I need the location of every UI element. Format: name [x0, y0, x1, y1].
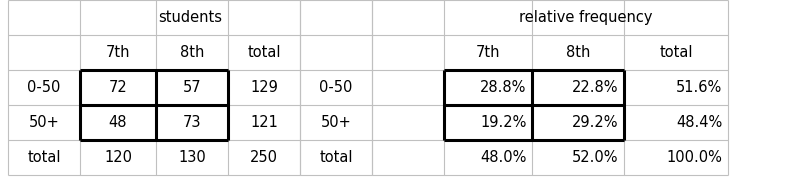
Text: 22.8%: 22.8%	[572, 80, 618, 95]
Text: 0-50: 0-50	[27, 80, 61, 95]
Text: total: total	[659, 45, 693, 60]
Text: 73: 73	[182, 115, 202, 130]
Text: total: total	[319, 150, 353, 165]
Text: 8th: 8th	[566, 45, 590, 60]
Text: 48: 48	[109, 115, 127, 130]
Text: 50+: 50+	[29, 115, 59, 130]
Text: 57: 57	[182, 80, 202, 95]
Text: 50+: 50+	[321, 115, 351, 130]
Text: 130: 130	[178, 150, 206, 165]
Text: 29.2%: 29.2%	[572, 115, 618, 130]
Text: 120: 120	[104, 150, 132, 165]
Text: students: students	[158, 10, 222, 25]
Text: 7th: 7th	[476, 45, 500, 60]
Text: 19.2%: 19.2%	[480, 115, 526, 130]
Text: 52.0%: 52.0%	[572, 150, 618, 165]
Text: 8th: 8th	[180, 45, 204, 60]
Text: total: total	[247, 45, 281, 60]
Text: 51.6%: 51.6%	[676, 80, 722, 95]
Text: 0-50: 0-50	[319, 80, 353, 95]
Text: relative frequency: relative frequency	[519, 10, 653, 25]
Text: 121: 121	[250, 115, 278, 130]
Text: 72: 72	[109, 80, 127, 95]
Text: 48.4%: 48.4%	[676, 115, 722, 130]
Text: 129: 129	[250, 80, 278, 95]
Text: 28.8%: 28.8%	[480, 80, 526, 95]
Text: total: total	[27, 150, 61, 165]
Text: 7th: 7th	[106, 45, 130, 60]
Text: 250: 250	[250, 150, 278, 165]
Text: 100.0%: 100.0%	[666, 150, 722, 165]
Text: 48.0%: 48.0%	[480, 150, 526, 165]
